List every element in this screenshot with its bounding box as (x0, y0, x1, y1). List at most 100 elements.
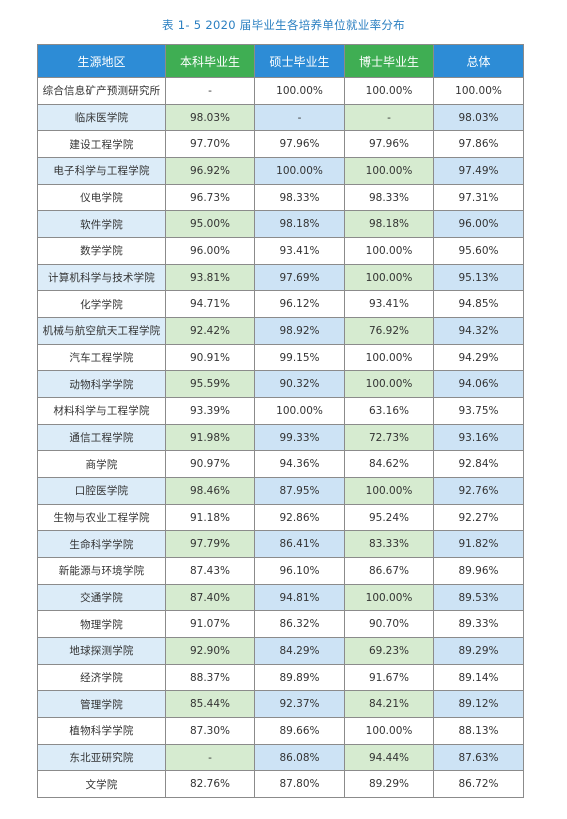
table-row: 植物科学学院 87.30% 89.66% 100.00% 88.13% (37, 717, 524, 745)
cell-phd: - (344, 103, 434, 132)
table-body: 综合信息矿产预测研究所 -100.00% 100.00% 100.00% 临床医学院 98… (37, 77, 524, 799)
table-row: 生物与农业工程学院 91.18% 92.86% 95.24% 92.27% (37, 503, 524, 532)
cell-undergrad: - (165, 77, 255, 105)
cell-phd: 90.70% (344, 610, 434, 639)
cell-undergrad: 90.91% (165, 343, 255, 372)
cell-phd: 94.44% (344, 743, 434, 772)
cell-undergrad: 97.79% (165, 530, 255, 559)
cell-total: 89.12% (433, 690, 524, 719)
cell-master: 94.81% (254, 583, 345, 612)
cell-master: 92.37% (254, 690, 345, 719)
cell-unit: 电子科学与工程学院 (37, 157, 166, 185)
cell-undergrad: 87.40% (165, 583, 255, 612)
table-row: 管理学院 85.44% 92.37% 84.21% 89.12% (37, 690, 524, 719)
cell-master: 94.36% (254, 450, 345, 479)
cell-master: 98.18% (254, 210, 345, 239)
table-row: 仪电学院 96.73% 98.33% 98.33% 97.31% (37, 183, 524, 212)
cell-total: 94.06% (433, 370, 524, 399)
cell-phd: 100.00% (344, 583, 434, 612)
cell-unit: 东北亚研究院 (37, 743, 166, 772)
cell-undergrad: 93.39% (165, 397, 255, 425)
cell-total: 86.72% (433, 770, 524, 799)
header-row: 生源地区 本科毕业生 硕士毕业生 博士毕业生 总体 (37, 44, 524, 78)
cell-phd: 63.16% (344, 397, 434, 425)
cell-undergrad: 98.46% (165, 477, 255, 505)
cell-undergrad: 95.00% (165, 210, 255, 239)
cell-total: 92.27% (433, 503, 524, 532)
cell-phd: 91.67% (344, 663, 434, 692)
cell-total: 89.29% (433, 637, 524, 665)
cell-master: 92.86% (254, 503, 345, 532)
cell-undergrad: 96.92% (165, 157, 255, 185)
table-row: 材料科学与工程学院 93.39% 100.00% 63.16% 93.75% (37, 397, 524, 425)
cell-phd: 76.92% (344, 317, 434, 345)
header-master: 硕士毕业生 (254, 44, 345, 78)
cell-master: 97.96% (254, 130, 345, 159)
cell-master: 100.00% (254, 77, 345, 105)
cell-total: 89.53% (433, 583, 524, 612)
cell-phd: 97.96% (344, 130, 434, 159)
table-row: 地球探测学院 92.90% 84.29% 69.23% 89.29% (37, 637, 524, 665)
cell-master: 87.80% (254, 770, 345, 799)
cell-total: 89.33% (433, 610, 524, 639)
table-row: 交通学院 87.40% 94.81% 100.00% 89.53% (37, 583, 524, 612)
cell-total: 94.29% (433, 343, 524, 372)
cell-master: 100.00% (254, 397, 345, 425)
cell-undergrad: 91.98% (165, 423, 255, 452)
table-row: 口腔医学院 98.46% 87.95% 100.00% 92.76% (37, 477, 524, 505)
cell-undergrad: 87.43% (165, 557, 255, 585)
cell-undergrad: - (165, 743, 255, 772)
cell-unit: 材料科学与工程学院 (37, 397, 166, 425)
table-row: 临床医学院 98.03% - -98.03% (37, 103, 524, 132)
cell-unit: 化学学院 (37, 290, 166, 319)
cell-undergrad: 97.70% (165, 130, 255, 159)
cell-phd: 93.41% (344, 290, 434, 319)
cell-phd: 100.00% (344, 263, 434, 292)
table-caption: 表 1- 5 2020 届毕业生各培养单位就业率分布 (162, 18, 405, 32)
cell-phd: 100.00% (344, 77, 434, 105)
cell-master: 89.89% (254, 663, 345, 692)
cell-unit: 商学院 (37, 450, 166, 479)
cell-master: 87.95% (254, 477, 345, 505)
cell-unit: 植物科学学院 (37, 717, 166, 745)
cell-unit: 地球探测学院 (37, 637, 166, 665)
cell-unit: 通信工程学院 (37, 423, 166, 452)
table-row: 计算机科学与技术学院 93.81% 97.69% 100.00% 95.13% (37, 263, 524, 292)
cell-master: 100.00% (254, 157, 345, 185)
table-row: 新能源与环境学院 87.43% 96.10% 86.67% 89.96% (37, 557, 524, 585)
cell-master: 99.33% (254, 423, 345, 452)
cell-master: 93.41% (254, 237, 345, 265)
cell-phd: 100.00% (344, 717, 434, 745)
cell-undergrad: 90.97% (165, 450, 255, 479)
table-row: 化学学院 94.71% 96.12% 93.41% 94.85% (37, 290, 524, 319)
table-row: 商学院 90.97% 94.36% 84.62% 92.84% (37, 450, 524, 479)
cell-total: 87.63% (433, 743, 524, 772)
header-undergrad: 本科毕业生 (165, 44, 255, 78)
cell-master: 89.66% (254, 717, 345, 745)
cell-master: 86.41% (254, 530, 345, 559)
cell-unit: 仪电学院 (37, 183, 166, 212)
cell-total: 97.49% (433, 157, 524, 185)
table-row: 文学院 82.76% 87.80% 89.29% 86.72% (37, 770, 524, 799)
cell-total: 93.16% (433, 423, 524, 452)
cell-phd: 100.00% (344, 157, 434, 185)
cell-master: 99.15% (254, 343, 345, 372)
cell-master: - (254, 103, 345, 132)
cell-undergrad: 85.44% (165, 690, 255, 719)
cell-undergrad: 88.37% (165, 663, 255, 692)
cell-total: 89.14% (433, 663, 524, 692)
cell-undergrad: 91.07% (165, 610, 255, 639)
cell-total: 94.32% (433, 317, 524, 345)
cell-undergrad: 92.42% (165, 317, 255, 345)
header-unit: 生源地区 (37, 44, 166, 78)
cell-unit: 机械与航空航天工程学院 (37, 317, 166, 345)
cell-undergrad: 98.03% (165, 103, 255, 132)
cell-unit: 生物与农业工程学院 (37, 503, 166, 532)
cell-unit: 综合信息矿产预测研究所 (37, 77, 166, 105)
cell-total: 96.00% (433, 210, 524, 239)
cell-undergrad: 92.90% (165, 637, 255, 665)
cell-undergrad: 96.73% (165, 183, 255, 212)
cell-unit: 生命科学学院 (37, 530, 166, 559)
cell-total: 97.86% (433, 130, 524, 159)
cell-phd: 98.18% (344, 210, 434, 239)
